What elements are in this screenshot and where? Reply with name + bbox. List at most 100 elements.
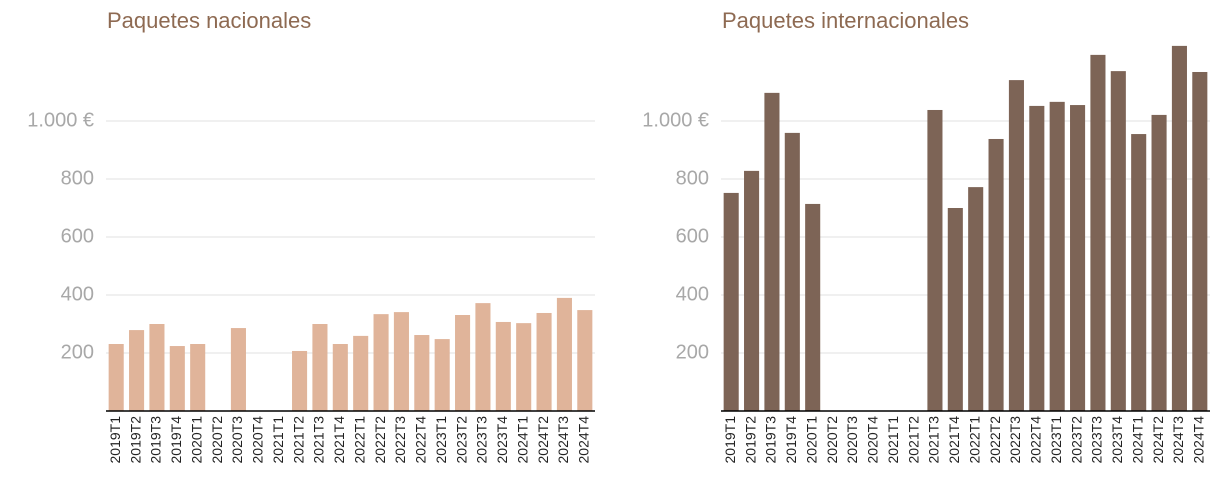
bar — [1029, 105, 1045, 412]
x-tick-label: 2019T4 — [783, 416, 799, 464]
bar — [988, 138, 1004, 412]
x-tick-label: 2024T2 — [1150, 416, 1166, 464]
x-tick-label: 2023T3 — [474, 416, 490, 464]
y-tick-label: 800 — [61, 167, 94, 189]
y-tick-label: 600 — [676, 225, 709, 247]
bar — [927, 109, 943, 411]
x-tick-label: 2021T1 — [885, 416, 901, 464]
bar — [1070, 105, 1086, 412]
x-tick-label: 2019T3 — [763, 416, 779, 464]
bar — [744, 170, 760, 411]
x-tick-label: 2023T4 — [1109, 416, 1125, 464]
bar — [353, 335, 369, 411]
x-tick-label: 2022T3 — [392, 416, 408, 464]
x-tick-label: 2023T2 — [453, 416, 469, 464]
bar — [129, 330, 145, 411]
bar — [169, 346, 185, 411]
y-tick-label: 400 — [61, 283, 94, 305]
x-tick-label: 2021T3 — [926, 416, 942, 464]
x-tick-label: 2021T1 — [270, 416, 286, 464]
bar — [292, 350, 308, 411]
x-tick-label: 2020T3 — [229, 416, 245, 464]
bar — [784, 132, 800, 411]
x-tick-label: 2021T2 — [290, 416, 306, 464]
bar — [1008, 80, 1024, 412]
bar — [108, 344, 124, 411]
bar — [312, 324, 328, 411]
bar — [577, 310, 593, 411]
bar — [332, 344, 348, 411]
x-tick-label: 2022T3 — [1007, 416, 1023, 464]
x-tick-label: 2020T2 — [209, 416, 225, 464]
bar — [475, 303, 491, 411]
x-tick-label: 2019T1 — [107, 416, 123, 464]
x-tick-label: 2021T4 — [946, 416, 962, 464]
x-tick-label: 2022T2 — [372, 416, 388, 464]
x-tick-label: 2023T4 — [494, 416, 510, 464]
x-tick-label: 2019T2 — [127, 416, 143, 464]
x-tick-label: 2024T4 — [1191, 416, 1207, 464]
y-tick-label: 200 — [61, 341, 94, 363]
bar — [1171, 45, 1187, 411]
x-tick-label: 2020T2 — [824, 416, 840, 464]
x-tick-label: 2019T4 — [168, 416, 184, 464]
x-tick-label: 2023T3 — [1089, 416, 1105, 464]
x-tick-label: 2021T4 — [331, 416, 347, 464]
x-tick-label: 2023T1 — [1048, 416, 1064, 464]
x-tick-label: 2024T4 — [576, 416, 592, 464]
bar — [536, 312, 552, 411]
bar — [764, 92, 780, 412]
bar — [434, 339, 450, 411]
x-tick-label: 2022T1 — [966, 416, 982, 464]
bar — [190, 344, 206, 411]
bar — [455, 315, 471, 411]
x-tick-label: 2021T2 — [905, 416, 921, 464]
x-tick-label: 2024T1 — [1129, 416, 1145, 464]
bar — [149, 324, 165, 411]
bar — [1151, 114, 1167, 411]
y-tick-label: 200 — [676, 341, 709, 363]
bar — [1131, 134, 1147, 412]
y-tick-label: 800 — [676, 167, 709, 189]
bar — [968, 187, 984, 411]
x-tick-label: 2020T3 — [844, 416, 860, 464]
x-tick-label: 2020T4 — [250, 416, 266, 464]
bar — [516, 323, 532, 411]
x-tick-label: 2024T3 — [1170, 416, 1186, 464]
y-tick-label: 1.000 € — [642, 109, 709, 131]
chart-title: Paquetes internacionales — [722, 8, 969, 33]
x-tick-label: 2020T1 — [803, 416, 819, 464]
x-tick-label: 2022T2 — [987, 416, 1003, 464]
x-tick-label: 2024T1 — [514, 416, 530, 464]
y-tick-label: 600 — [61, 225, 94, 247]
x-tick-label: 2021T3 — [311, 416, 327, 464]
bar — [1192, 71, 1208, 412]
x-tick-label: 2019T1 — [722, 416, 738, 464]
bar — [495, 321, 511, 411]
bar — [373, 314, 389, 411]
x-tick-label: 2023T2 — [1068, 416, 1084, 464]
y-tick-label: 400 — [676, 283, 709, 305]
y-tick-label: 1.000 € — [27, 109, 94, 131]
x-tick-label: 2024T2 — [535, 416, 551, 464]
bar — [1110, 71, 1126, 412]
bar — [1049, 101, 1065, 412]
x-tick-label: 2023T1 — [433, 416, 449, 464]
x-tick-label: 2020T4 — [865, 416, 881, 464]
bar — [723, 192, 739, 411]
x-tick-label: 2022T1 — [351, 416, 367, 464]
x-tick-label: 2020T1 — [188, 416, 204, 464]
chart-title: Paquetes nacionales — [107, 8, 311, 33]
x-tick-label: 2022T4 — [1028, 416, 1044, 464]
x-tick-label: 2019T3 — [148, 416, 164, 464]
bar — [1090, 54, 1106, 411]
x-tick-label: 2022T4 — [413, 416, 429, 464]
bar — [556, 297, 572, 411]
bar — [230, 328, 246, 411]
x-tick-label: 2019T2 — [742, 416, 758, 464]
x-tick-label: 2024T3 — [555, 416, 571, 464]
bar — [393, 312, 409, 411]
bar — [414, 335, 430, 411]
bar — [805, 203, 821, 411]
